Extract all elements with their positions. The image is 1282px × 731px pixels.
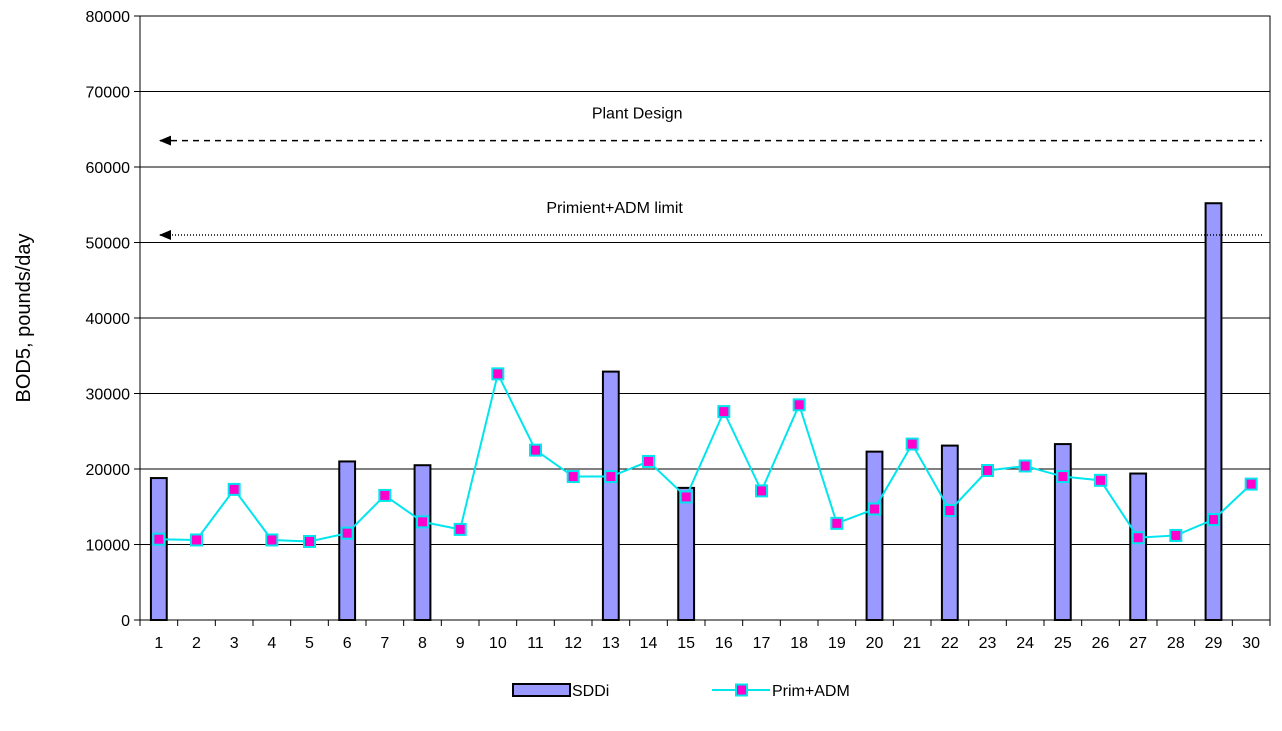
x-tick-label: 6 <box>343 635 352 652</box>
x-tick-label: 15 <box>677 635 695 652</box>
bar-sddi <box>413 464 432 621</box>
point-prim-adm <box>717 405 731 419</box>
y-tick-label: 20000 <box>86 462 131 479</box>
x-tick-label: 19 <box>828 635 846 652</box>
y-tick-label: 80000 <box>86 9 131 26</box>
x-tick-labels: 1 2 3 4 5 6 7 8 9 10 11 12 13 14 15 16 17 18 19 20 21 22 23 24 2… <box>154 635 1260 652</box>
x-tick-label: 13 <box>602 635 620 652</box>
point-prim-adm <box>868 502 881 516</box>
point-prim-adm <box>642 454 655 468</box>
legend: SDDi Prim+ADM <box>512 683 850 700</box>
x-tick-label: 11 <box>527 635 544 652</box>
y-tick-labels: 0 10000 20000 30000 40000 50000 60000 70000 8000… <box>86 9 131 630</box>
point-prim-adm <box>491 367 505 381</box>
y-tick-label: 70000 <box>86 85 131 102</box>
bar-sddi <box>1204 202 1223 622</box>
x-tick-label: 18 <box>790 635 808 652</box>
point-prim-adm <box>830 516 844 530</box>
x-tick-label: 12 <box>564 635 582 652</box>
x-tick-label: 28 <box>1167 635 1185 652</box>
y-tick-label: 0 <box>121 613 130 630</box>
point-prim-adm <box>453 522 467 536</box>
x-tick-label: 25 <box>1054 635 1072 652</box>
point-prim-adm <box>1018 459 1032 473</box>
x-tick-label: 16 <box>715 635 733 652</box>
x-tick-label: 2 <box>192 635 201 652</box>
x-tick-label: 1 <box>154 635 163 652</box>
x-tick-label: 30 <box>1242 635 1260 652</box>
bar-sddi <box>601 370 620 622</box>
point-prim-adm <box>1244 477 1258 491</box>
x-tick-label: 7 <box>380 635 389 652</box>
bar-sddi <box>865 450 884 622</box>
point-prim-adm <box>303 534 316 548</box>
point-prim-adm <box>1207 513 1220 527</box>
plot-area-frame <box>139 15 1271 621</box>
annotation-label: Plant Design <box>592 106 683 123</box>
legend-label-prim-adm: Prim+ADM <box>772 683 850 700</box>
legend-swatch-sddi <box>512 683 571 697</box>
x-tick-label: 17 <box>753 635 771 652</box>
line-prim-adm-path <box>158 370 1252 543</box>
x-tick-label: 26 <box>1092 635 1110 652</box>
legend-label-sddi: SDDi <box>572 683 609 700</box>
legend-marker-prim-adm <box>735 683 748 697</box>
annotation-label: Primient+ADM limit <box>546 200 683 217</box>
point-prim-adm <box>1094 473 1107 487</box>
x-tick-label: 20 <box>866 635 884 652</box>
point-prim-adm <box>679 490 693 504</box>
bar-sddi <box>940 444 959 621</box>
point-prim-adm <box>265 533 279 547</box>
point-prim-adm <box>981 464 994 478</box>
point-prim-adm <box>340 526 354 540</box>
point-prim-adm <box>378 488 392 502</box>
x-tick-label: 21 <box>903 635 921 652</box>
y-tick-label: 30000 <box>86 387 131 404</box>
point-prim-adm <box>152 532 166 546</box>
point-prim-adm <box>190 533 203 547</box>
point-prim-adm <box>416 515 429 529</box>
y-tick-label: 40000 <box>86 311 131 328</box>
point-prim-adm <box>943 504 957 518</box>
point-prim-adm <box>792 398 806 412</box>
x-tick-label: 9 <box>456 635 465 652</box>
point-prim-adm <box>905 437 919 451</box>
point-prim-adm <box>755 484 768 498</box>
x-tick-label: 10 <box>489 635 507 652</box>
x-tick-label: 5 <box>305 635 314 652</box>
y-tick-label: 60000 <box>86 160 131 177</box>
x-tick-label: 23 <box>979 635 997 652</box>
x-tick-label: 3 <box>230 635 239 652</box>
annotations: Plant Design Primient+ADM limit <box>159 106 1262 240</box>
x-tick-label: 14 <box>640 635 658 652</box>
point-prim-adm <box>227 482 241 496</box>
bar-sddi <box>338 460 357 622</box>
y-tick-label: 10000 <box>86 538 131 555</box>
x-tick-label: 8 <box>418 635 427 652</box>
x-tick-label: 24 <box>1016 635 1034 652</box>
bar-sddi <box>1129 472 1148 621</box>
point-prim-adm <box>604 470 618 484</box>
x-tick-label: 27 <box>1129 635 1147 652</box>
point-prim-adm <box>529 443 542 457</box>
x-tick-label: 4 <box>267 635 276 652</box>
y-axis-title: BOD5, pounds/day <box>13 234 35 403</box>
line-prim-adm <box>152 367 1258 548</box>
x-tick-label: 29 <box>1205 635 1223 652</box>
bar-sddi <box>149 477 168 621</box>
x-tick-label: 22 <box>941 635 959 652</box>
point-prim-adm <box>1169 528 1183 542</box>
point-prim-adm <box>566 470 580 484</box>
y-tick-label: 50000 <box>86 236 131 253</box>
bars-sddi <box>149 202 1223 622</box>
point-prim-adm <box>1131 531 1145 545</box>
bar-sddi <box>677 486 696 621</box>
point-prim-adm <box>1056 470 1070 484</box>
gridlines <box>134 15 1271 626</box>
